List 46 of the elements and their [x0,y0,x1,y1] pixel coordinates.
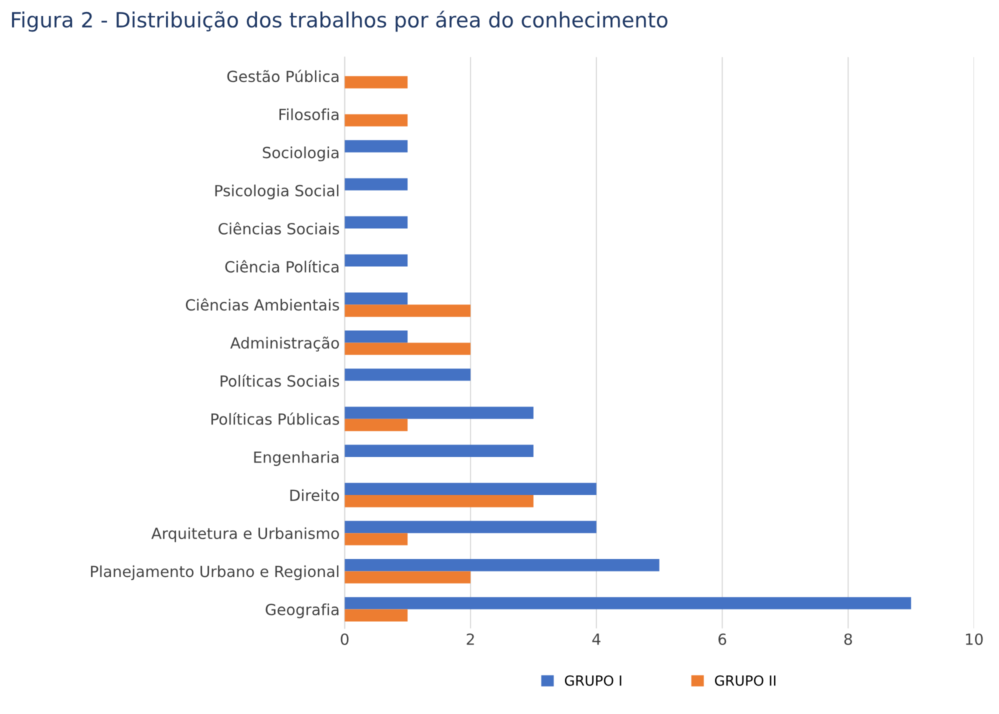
bar [344,216,408,228]
bar [344,571,471,584]
x-tick-label: 0 [340,633,348,646]
x-tick-label: 8 [844,633,852,646]
y-tick-label: Ciências Ambientais [186,298,340,311]
y-tick-label: Planejamento Urbano e Regional [91,565,338,580]
y-tick-label: Sociologia [262,146,338,162]
y-tick-label: Direito [290,489,339,502]
bar [344,418,408,432]
y-tick-label: Geografia [266,603,338,618]
bar [344,368,471,381]
bar [344,330,408,343]
bar [344,482,596,496]
bar [344,495,534,508]
bar [344,406,534,419]
bar [344,444,534,457]
bar [344,76,408,88]
legend-label: GRUPO II [715,675,776,686]
bar [344,178,408,190]
y-tick-label: Políticas Sociais [220,374,340,387]
bar [344,254,408,267]
bar [344,520,596,534]
x-tick-label: 2 [466,633,474,645]
bar [344,597,912,610]
x-tick-label: 10 [966,633,983,646]
legend-label: GRUPO I [564,675,622,686]
y-tick-label: Ciência Política [225,260,338,273]
y-tick-label: Psicologia Social [215,184,338,200]
x-tick-label: 4 [592,634,600,645]
bar [344,342,471,355]
chart-title: Figura 2 - Distribuição dos trabalhos por área do conhecimento [12,10,668,32]
bar [344,609,408,622]
y-tick-label: Ciências Sociais [218,222,340,234]
y-tick-label: Gestão Pública [227,70,338,82]
bar [344,304,471,317]
y-tick-label: Filosofia [279,108,338,120]
y-tick-label: Engenharia [254,451,338,466]
bar [344,533,408,546]
bar [344,140,408,152]
bar [344,114,408,126]
bar [344,292,408,305]
y-tick-label: Arquitetura e Urbanismo [151,527,339,542]
x-tick-label: 6 [718,633,726,646]
y-tick-label: Políticas Públicas [211,412,340,425]
y-tick-label: Administração [230,336,339,352]
bar [344,559,660,572]
